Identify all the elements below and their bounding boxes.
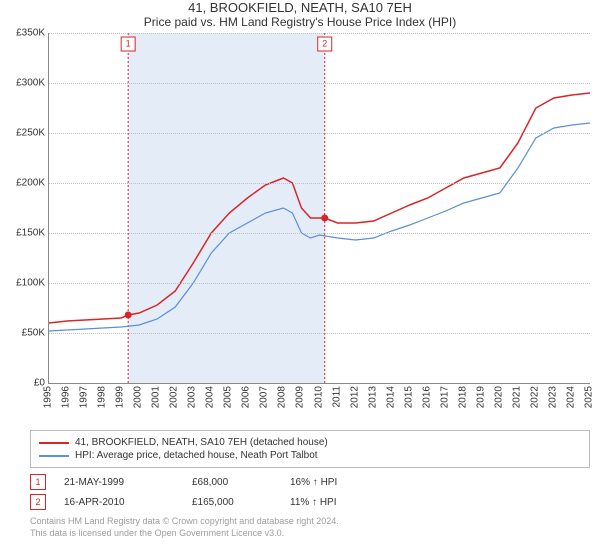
x-tick-label: 2010 bbox=[313, 386, 324, 408]
x-tick-label: 2022 bbox=[529, 386, 540, 408]
x-axis-labels: 1995199619971998199920002001200220032004… bbox=[48, 384, 590, 424]
chart-svg: 12 bbox=[49, 33, 590, 383]
x-tick-label: 1996 bbox=[61, 386, 72, 408]
x-tick-label: 2018 bbox=[457, 386, 468, 408]
x-tick-label: 2024 bbox=[565, 386, 576, 408]
y-tick-label: £100K bbox=[3, 278, 45, 289]
x-tick-label: 2020 bbox=[493, 386, 504, 408]
x-tick-label: 2007 bbox=[259, 386, 270, 408]
x-tick-label: 1998 bbox=[97, 386, 108, 408]
x-tick-label: 2015 bbox=[403, 386, 414, 408]
y-tick-label: £200K bbox=[3, 178, 45, 189]
x-tick-label: 2021 bbox=[511, 386, 522, 408]
x-tick-label: 1999 bbox=[115, 386, 126, 408]
x-tick-label: 2003 bbox=[187, 386, 198, 408]
x-tick-label: 2006 bbox=[241, 386, 252, 408]
sales-table: 1 21-MAY-1999 £68,000 16% ↑ HPI 2 16-APR-2010… bbox=[30, 474, 590, 510]
y-tick-label: £0 bbox=[3, 378, 45, 389]
x-tick-label: 2008 bbox=[277, 386, 288, 408]
x-tick-label: 2013 bbox=[367, 386, 378, 408]
sale-price: £68,000 bbox=[192, 477, 272, 488]
footer: Contains HM Land Registry data © Crown c… bbox=[30, 516, 590, 539]
y-tick-label: £150K bbox=[3, 228, 45, 239]
legend-swatch bbox=[39, 455, 69, 457]
x-tick-label: 2025 bbox=[584, 386, 595, 408]
svg-text:2: 2 bbox=[322, 38, 327, 48]
sale-price: £165,000 bbox=[192, 497, 272, 508]
sale-date: 16-APR-2010 bbox=[64, 497, 174, 508]
x-tick-label: 2005 bbox=[223, 386, 234, 408]
sale-flag: 1 bbox=[30, 474, 46, 490]
legend-box: 41, BROOKFIELD, NEATH, SA10 7EH (detache… bbox=[30, 430, 590, 468]
y-tick-label: £50K bbox=[3, 328, 45, 339]
x-tick-label: 2023 bbox=[547, 386, 558, 408]
legend-item: HPI: Average price, detached house, Neat… bbox=[39, 450, 581, 461]
sale-row: 2 16-APR-2010 £165,000 11% ↑ HPI bbox=[30, 494, 590, 510]
y-tick-label: £250K bbox=[3, 128, 45, 139]
x-tick-label: 2017 bbox=[439, 386, 450, 408]
footer-line1: Contains HM Land Registry data © Crown c… bbox=[30, 516, 590, 528]
x-tick-label: 2001 bbox=[151, 386, 162, 408]
x-tick-label: 2004 bbox=[205, 386, 216, 408]
y-tick-label: £350K bbox=[3, 28, 45, 39]
sale-hpi: 16% ↑ HPI bbox=[290, 477, 337, 488]
x-tick-label: 2009 bbox=[295, 386, 306, 408]
x-tick-label: 2019 bbox=[475, 386, 486, 408]
x-tick-label: 1997 bbox=[79, 386, 90, 408]
chart-area: 12 £0£50K£100K£150K£200K£250K£300K£350K bbox=[48, 33, 590, 384]
x-tick-label: 2016 bbox=[421, 386, 432, 408]
x-tick-label: 2002 bbox=[169, 386, 180, 408]
sale-row: 1 21-MAY-1999 £68,000 16% ↑ HPI bbox=[30, 474, 590, 490]
x-tick-label: 2014 bbox=[385, 386, 396, 408]
svg-text:1: 1 bbox=[126, 38, 131, 48]
chart-subtitle: Price paid vs. HM Land Registry's House … bbox=[0, 15, 600, 29]
sale-date: 21-MAY-1999 bbox=[64, 477, 174, 488]
sale-flag: 2 bbox=[30, 494, 46, 510]
x-tick-label: 2011 bbox=[331, 386, 342, 408]
x-tick-label: 2000 bbox=[133, 386, 144, 408]
legend-swatch bbox=[39, 442, 69, 444]
chart-title: 41, BROOKFIELD, NEATH, SA10 7EH bbox=[0, 0, 600, 15]
x-tick-label: 1995 bbox=[43, 386, 54, 408]
x-tick-label: 2012 bbox=[349, 386, 360, 408]
y-tick-label: £300K bbox=[3, 78, 45, 89]
legend-label: 41, BROOKFIELD, NEATH, SA10 7EH (detache… bbox=[75, 437, 328, 448]
footer-line2: This data is licensed under the Open Gov… bbox=[30, 528, 590, 540]
sale-hpi: 11% ↑ HPI bbox=[290, 497, 337, 508]
legend-item: 41, BROOKFIELD, NEATH, SA10 7EH (detache… bbox=[39, 437, 581, 448]
legend-label: HPI: Average price, detached house, Neat… bbox=[75, 450, 318, 461]
